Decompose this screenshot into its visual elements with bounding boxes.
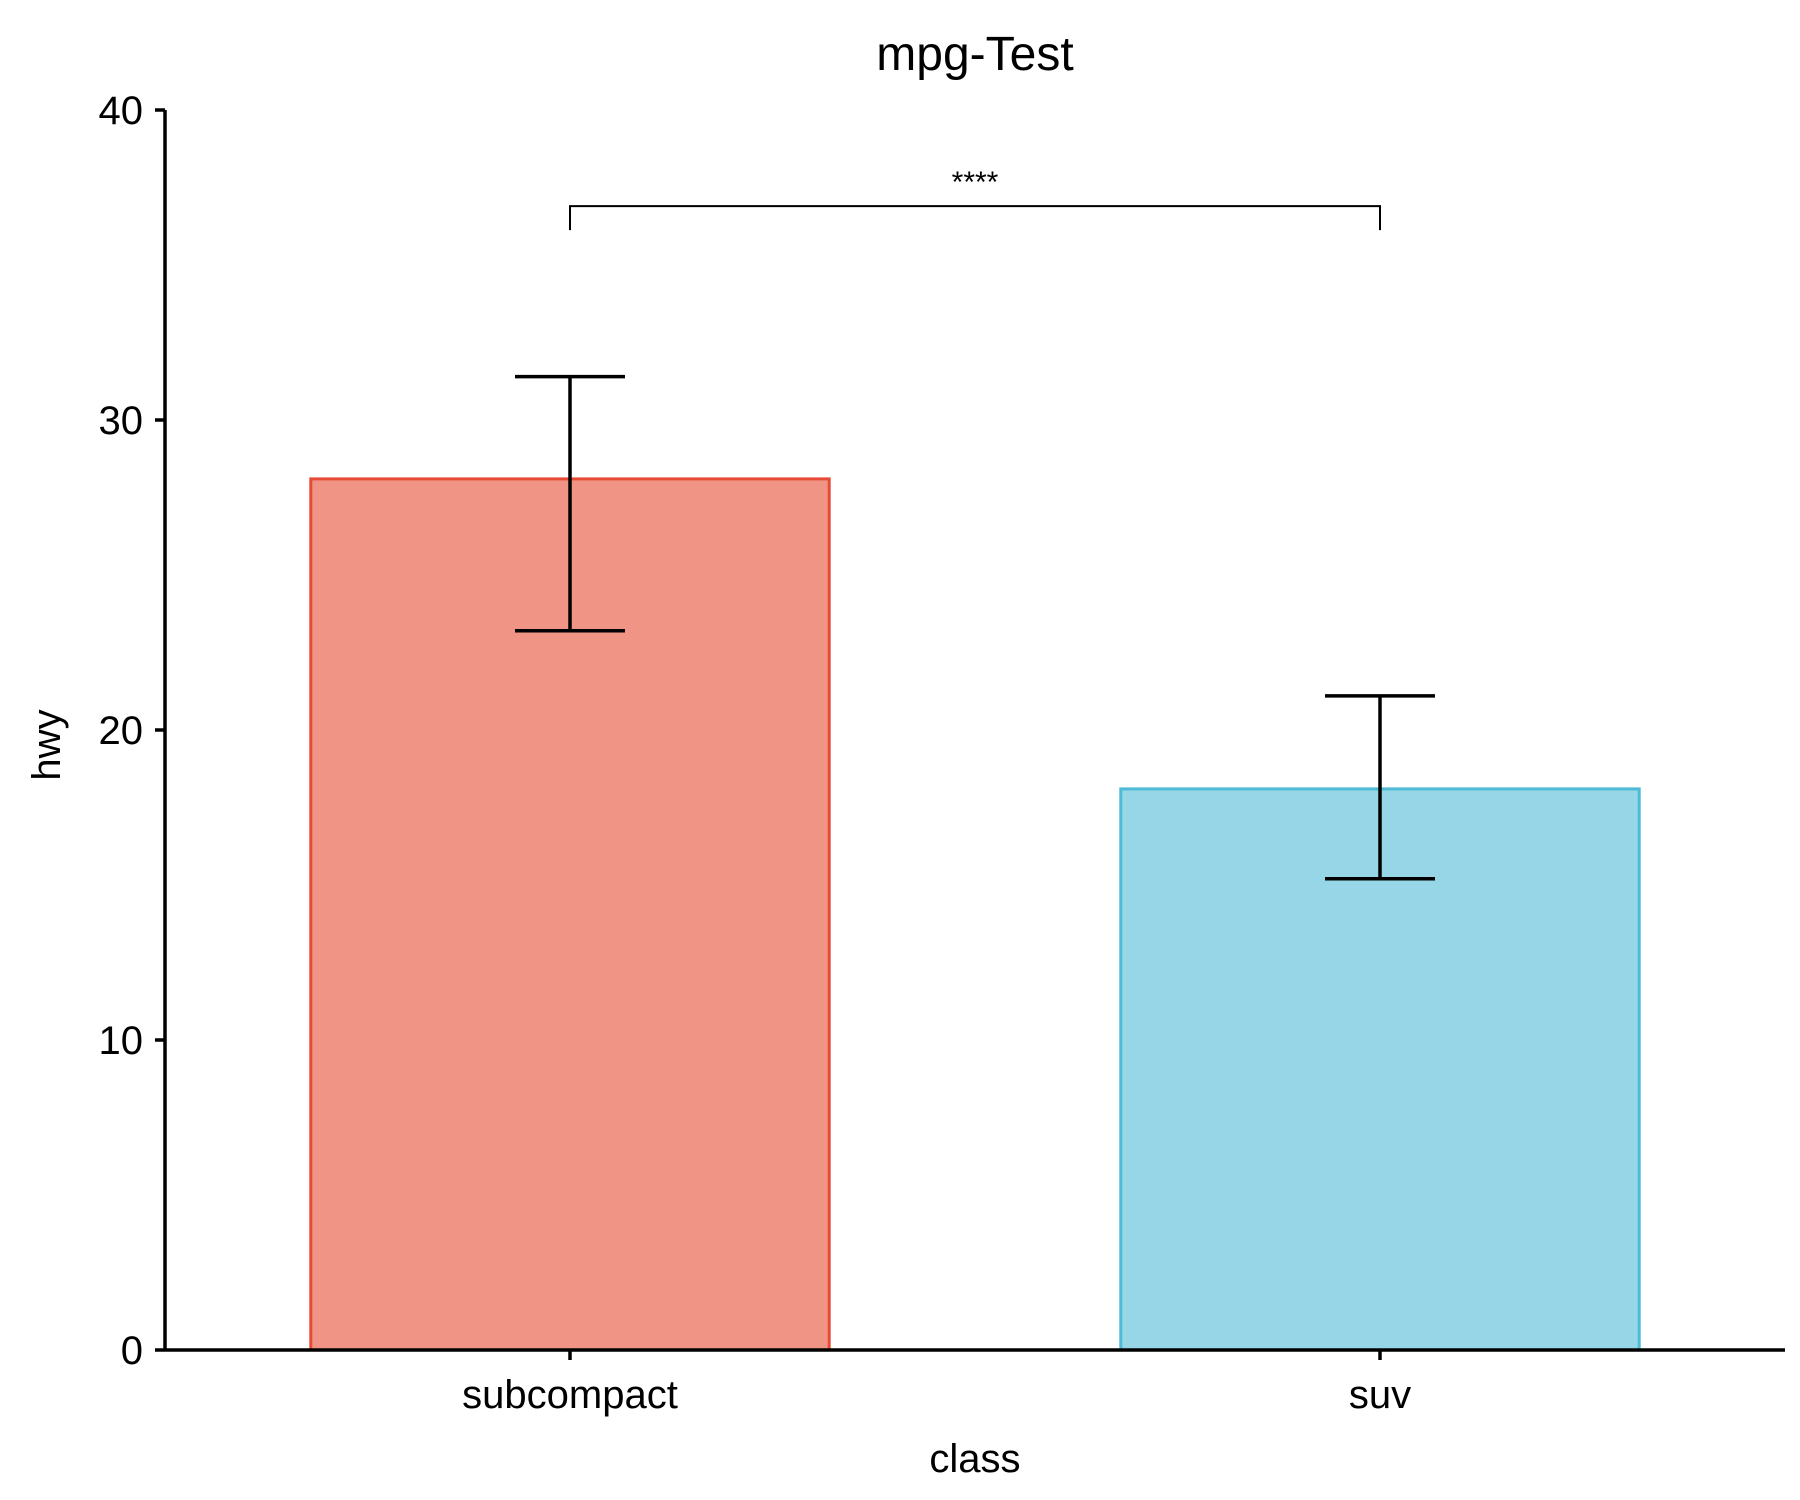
annotations-group: **** xyxy=(569,166,1381,231)
error-bar-suv xyxy=(1325,694,1435,881)
significance-bracket xyxy=(569,205,1381,231)
x-axis-title: class xyxy=(929,1437,1020,1481)
bar-suv xyxy=(1119,787,1641,1352)
y-axis: 0 10 20 30 40 xyxy=(99,89,167,1373)
bars-group xyxy=(309,477,1641,1352)
chart-title: mpg-Test xyxy=(876,28,1073,81)
y-tick-label: 30 xyxy=(99,399,144,443)
y-axis-title: hwy xyxy=(25,709,69,780)
x-axis: subcompact suv xyxy=(165,1348,1785,1417)
x-tick-label-subcompact: subcompact xyxy=(462,1373,678,1417)
y-tick-label: 10 xyxy=(99,1019,144,1063)
y-tick-label: 20 xyxy=(99,709,144,753)
y-tick-label: 40 xyxy=(99,89,144,133)
x-tick-label-suv: suv xyxy=(1349,1373,1411,1417)
significance-label: **** xyxy=(952,166,999,199)
error-bar-subcompact xyxy=(515,374,625,633)
y-tick-label: 0 xyxy=(121,1329,143,1373)
error-bars-group xyxy=(515,374,1435,881)
